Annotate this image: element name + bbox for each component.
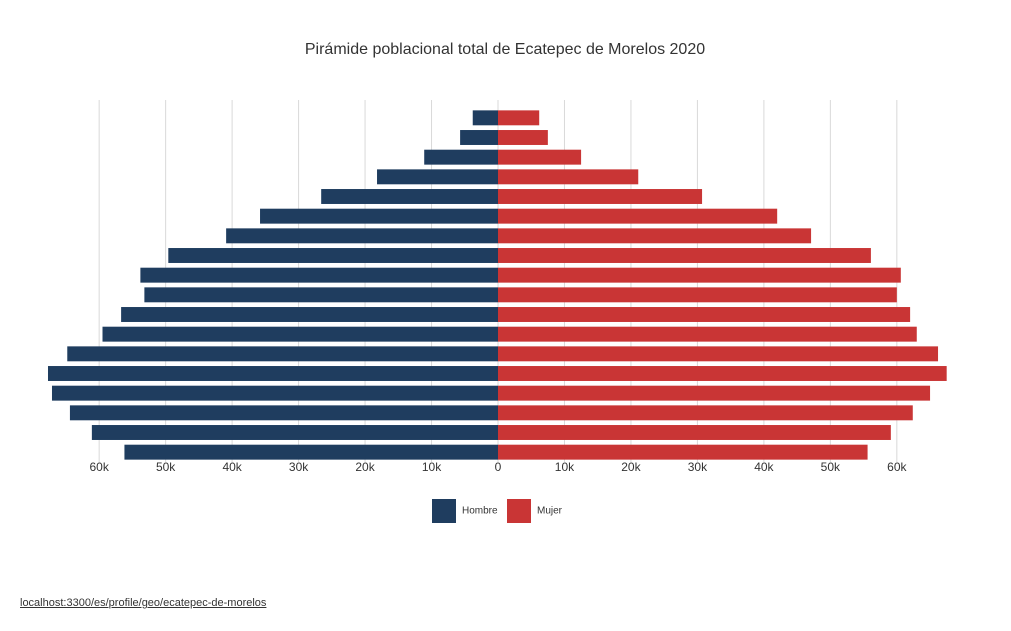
x-tick-label: 40k — [754, 460, 774, 474]
bar — [498, 208, 778, 224]
bar — [424, 149, 498, 165]
x-tick-label: 60k — [887, 460, 907, 474]
legend-swatch — [432, 499, 456, 523]
bar — [498, 326, 917, 342]
bar — [498, 130, 548, 145]
x-tick-label: 30k — [688, 460, 708, 474]
source-link[interactable]: localhost:3300/es/profile/geo/ecatepec-d… — [20, 597, 267, 609]
bar — [498, 149, 582, 165]
x-tick-label: 20k — [621, 460, 641, 474]
x-tick-label: 20k — [355, 460, 375, 474]
x-tick-label: 50k — [821, 460, 841, 474]
bar — [91, 425, 498, 440]
bar — [321, 189, 498, 204]
x-tick-label: 40k — [222, 460, 242, 474]
bar — [498, 405, 913, 421]
bar — [260, 208, 498, 224]
bar — [498, 307, 911, 322]
x-tick-label: 0 — [495, 460, 502, 474]
bar — [498, 248, 871, 263]
bar — [498, 385, 931, 401]
bar — [498, 366, 947, 381]
x-tick-label: 10k — [422, 460, 442, 474]
bar — [69, 405, 498, 421]
chart-title: Pirámide poblacional total de Ecatepec d… — [305, 41, 705, 58]
bar — [498, 287, 897, 303]
bar — [498, 189, 703, 204]
x-tick-label: 30k — [289, 460, 309, 474]
bar — [51, 385, 498, 401]
bar — [47, 366, 499, 381]
x-tick-label: 10k — [555, 460, 575, 474]
x-tick-label: 50k — [156, 460, 176, 474]
bar — [472, 110, 498, 126]
legend-label: Mujer — [537, 506, 563, 517]
bar — [144, 287, 498, 303]
legend-label: Hombre — [462, 506, 498, 517]
legend-swatch — [507, 499, 531, 523]
bar — [140, 267, 498, 283]
bar — [67, 346, 498, 362]
bar — [102, 326, 498, 342]
bar — [460, 130, 498, 145]
bar — [498, 169, 639, 185]
bar — [498, 267, 901, 283]
bar — [498, 425, 891, 440]
x-tick-label: 60k — [89, 460, 109, 474]
bar — [124, 444, 498, 460]
bar — [498, 110, 540, 126]
bar — [226, 228, 498, 244]
bar — [498, 444, 868, 460]
bar — [498, 346, 939, 362]
bar — [377, 169, 498, 185]
bar — [168, 248, 498, 263]
bar — [498, 228, 812, 244]
bar — [121, 307, 499, 322]
